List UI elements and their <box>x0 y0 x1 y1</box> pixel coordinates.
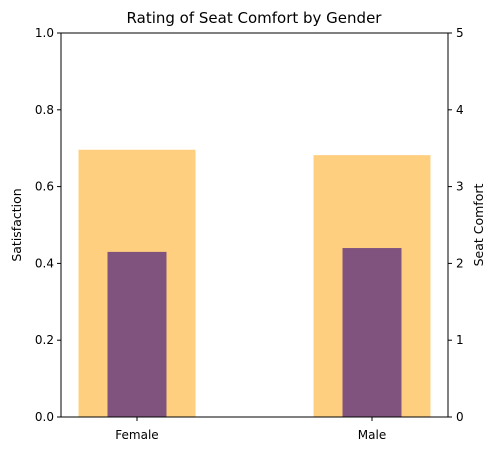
left-y-tick-label: 0.8 <box>35 103 54 117</box>
right-y-tick-label: 3 <box>456 180 464 194</box>
x-tick-label-male: Male <box>358 428 386 442</box>
right-y-tick-label: 2 <box>456 256 464 270</box>
right-y-tick-label: 1 <box>456 333 464 347</box>
left-y-axis: 0.0 0.2 0.4 0.6 0.8 1.0 <box>35 26 61 424</box>
right-y-tick-label: 4 <box>456 103 464 117</box>
bar-satisfaction-male <box>342 248 402 417</box>
bar-satisfaction-female <box>107 251 167 417</box>
right-y-axis: 0 1 2 3 4 5 <box>448 26 464 424</box>
left-y-tick-label: 0.4 <box>35 256 54 270</box>
right-y-tick-label: 5 <box>456 26 464 40</box>
right-y-tick-label: 0 <box>456 410 464 424</box>
right-y-axis-label: Seat Comfort <box>471 184 486 267</box>
x-tick-label-female: Female <box>115 428 158 442</box>
left-y-tick-label: 1.0 <box>35 26 54 40</box>
left-y-tick-label: 0.2 <box>35 333 54 347</box>
left-y-tick-label: 0.6 <box>35 180 54 194</box>
plot-frame <box>60 32 449 418</box>
bars-layer <box>78 149 431 417</box>
chart-title: Rating of Seat Comfort by Gender <box>127 9 383 27</box>
left-y-tick-label: 0.0 <box>35 410 54 424</box>
x-axis: Female Male <box>115 417 386 442</box>
left-y-axis-label: Satisfaction <box>9 188 24 261</box>
